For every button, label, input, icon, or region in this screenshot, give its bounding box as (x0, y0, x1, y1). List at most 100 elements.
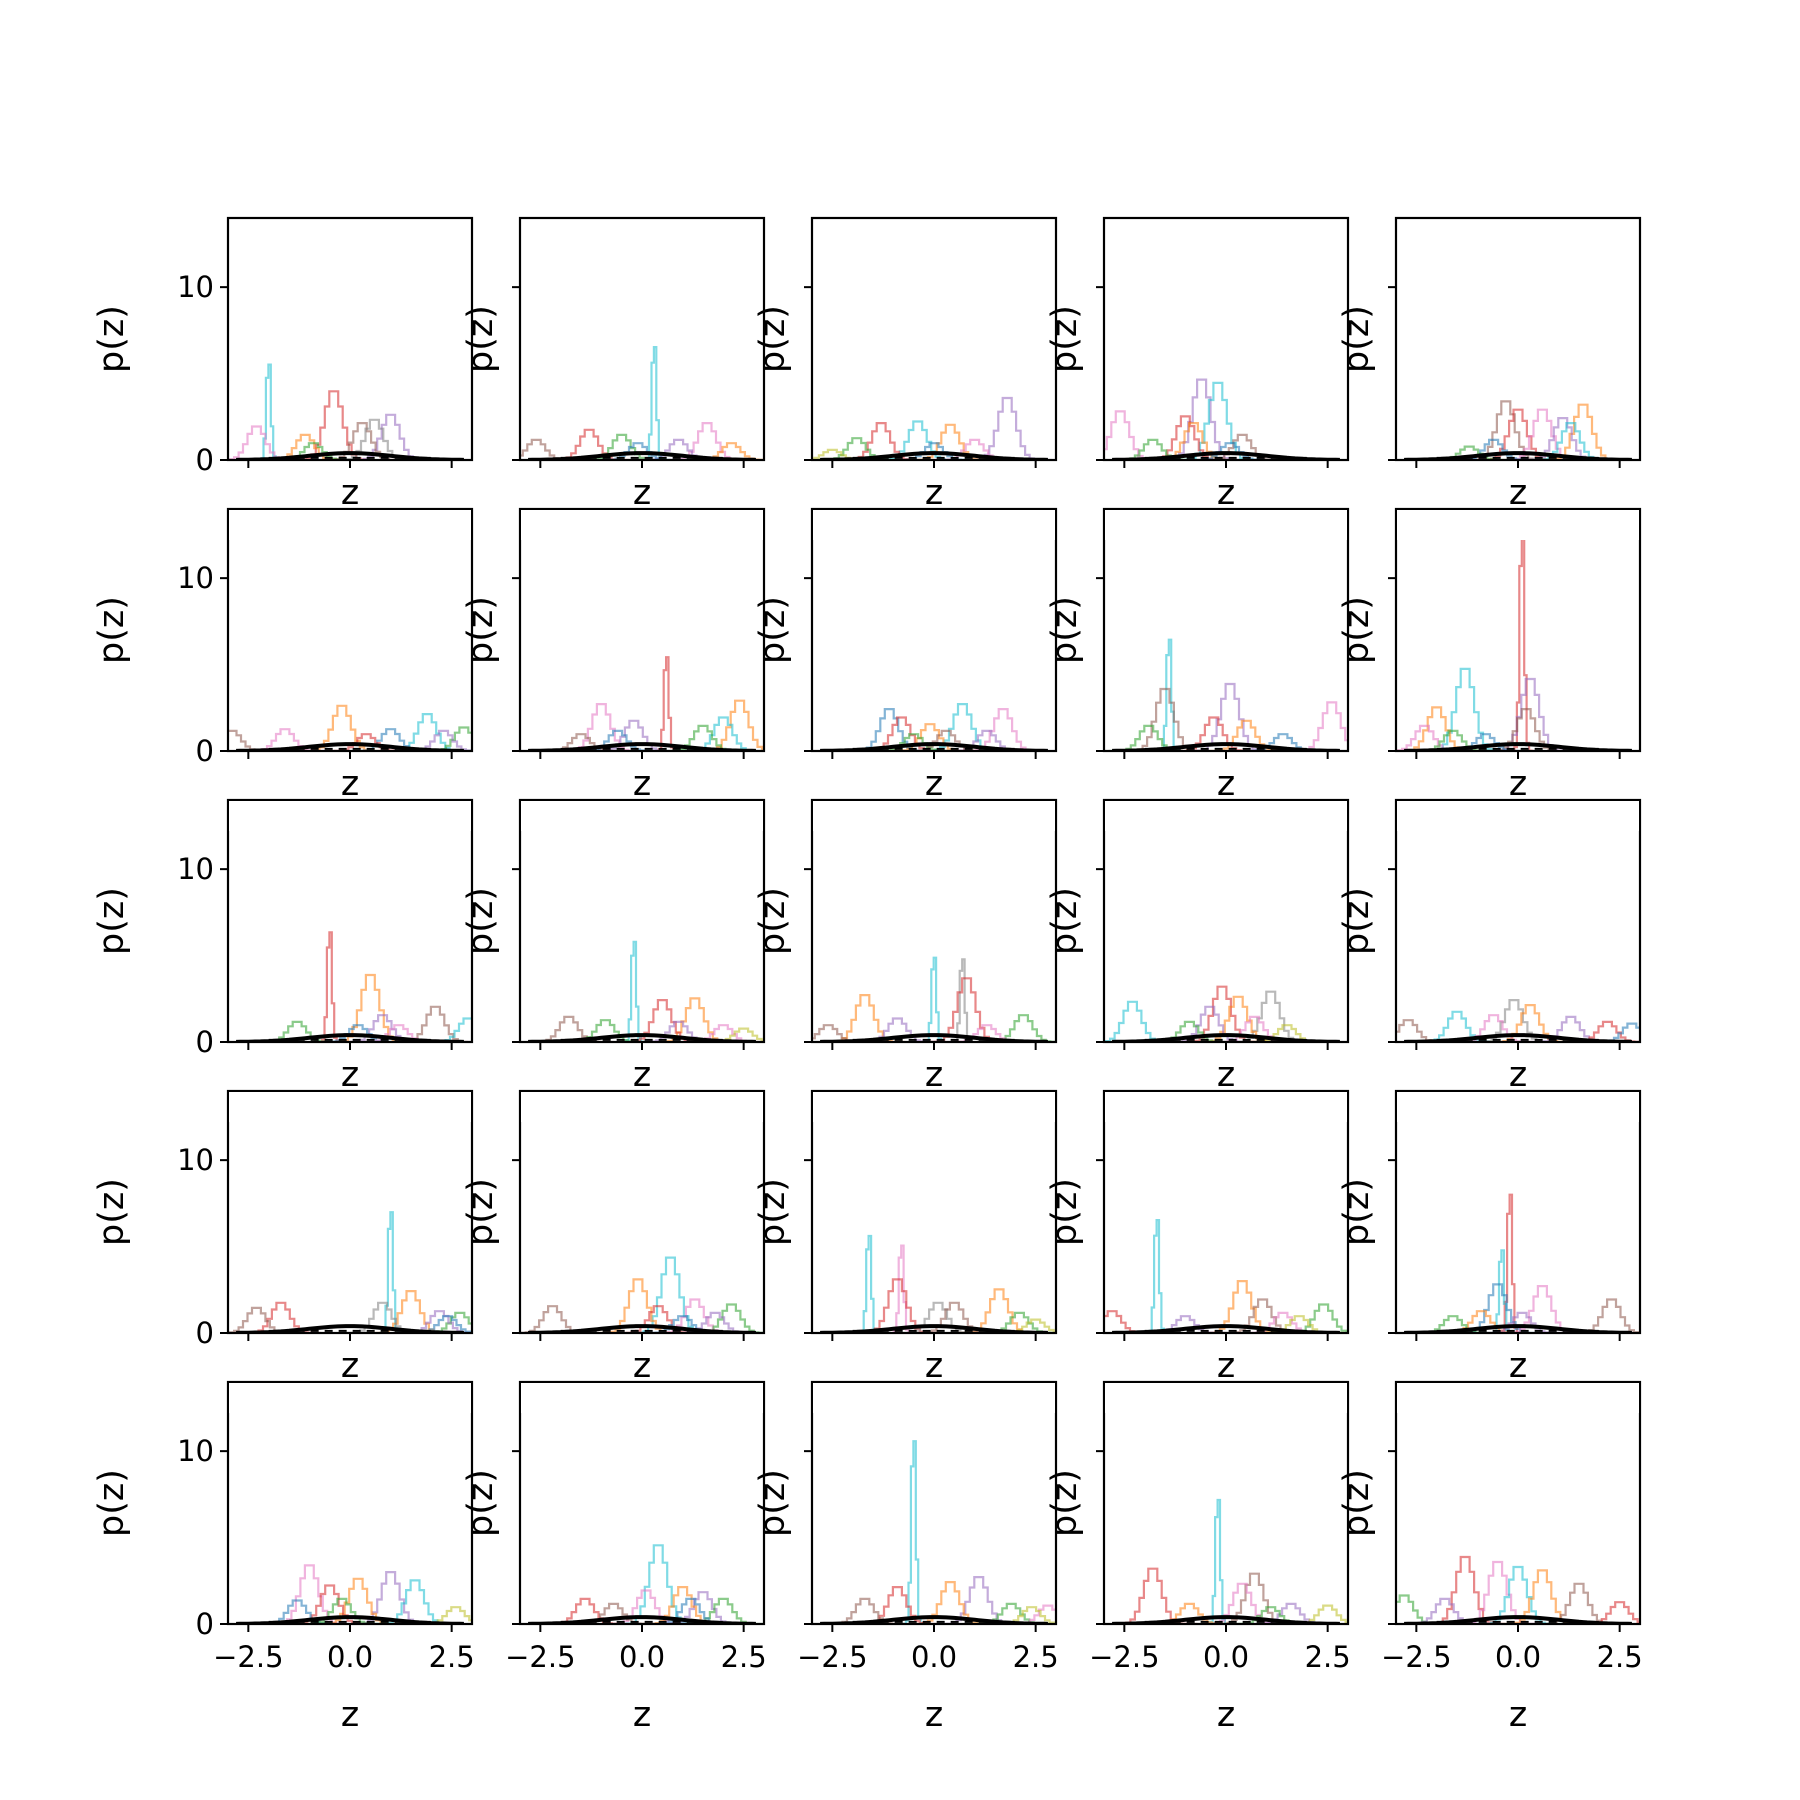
y-axis-label: p(z) (92, 1178, 132, 1246)
y-tick-label: 10 (177, 1143, 214, 1177)
x-tick-label: −2.5 (213, 1640, 283, 1674)
x-axis-label: z (633, 764, 651, 804)
x-axis-label: z (1509, 1346, 1527, 1386)
panel-r4-c3: z −2.5 0.0 2.5 p(z) (1045, 1380, 1351, 1735)
panel-r3-c1: z p(z) (461, 1089, 766, 1386)
panel-r1-c0: z 0 10 p(z) (92, 507, 474, 804)
y-axis-label: p(z) (461, 305, 501, 373)
y-tick-label: 0 (196, 443, 214, 477)
y-axis-label: p(z) (1337, 1469, 1377, 1537)
x-axis-label: z (341, 1346, 359, 1386)
y-tick-label: 0 (196, 1607, 214, 1641)
x-axis-label: z (1217, 1695, 1235, 1735)
y-tick-label: 10 (177, 561, 214, 595)
x-axis-label: z (341, 764, 359, 804)
x-axis-label: z (341, 1695, 359, 1735)
y-tick-label: 0 (196, 1316, 214, 1350)
x-tick-label: 0.0 (1495, 1640, 1541, 1674)
label-overlap-mask (813, 510, 1055, 540)
y-axis-label: p(z) (1045, 1469, 1085, 1537)
y-axis-label: p(z) (753, 305, 793, 373)
panel-r2-c4: z p(z) (1337, 798, 1642, 1095)
y-axis-label: p(z) (753, 887, 793, 955)
x-tick-label: 0.0 (327, 1640, 373, 1674)
panels-layer: z 0 10 p(z) z p(z) z p(z) z p(z) z p(z) z 0 10 p(z) z p(z… (92, 216, 1643, 1735)
x-tick-label: −2.5 (1381, 1640, 1451, 1674)
x-axis-label: z (1509, 1055, 1527, 1095)
label-overlap-mask (521, 801, 763, 831)
panel-r0-c4: z p(z) (1337, 216, 1642, 513)
x-axis-label: z (1217, 1055, 1235, 1095)
x-tick-label: −2.5 (1089, 1640, 1159, 1674)
panel-r2-c2: z p(z) (753, 798, 1058, 1095)
x-axis-label: z (1509, 473, 1527, 513)
label-overlap-mask (229, 801, 471, 831)
y-axis-label: p(z) (92, 305, 132, 373)
label-overlap-mask (1397, 510, 1639, 540)
x-tick-label: 0.0 (1203, 1640, 1249, 1674)
label-overlap-mask (1397, 1383, 1639, 1413)
panel-r3-c2: z p(z) (753, 1089, 1058, 1386)
panel-r2-c0: z 0 10 p(z) (92, 798, 474, 1095)
y-axis-label: p(z) (753, 596, 793, 664)
y-axis-label: p(z) (1337, 1178, 1377, 1246)
panel-r0-c0: z 0 10 p(z) (92, 216, 474, 513)
y-tick-label: 0 (196, 1025, 214, 1059)
y-axis-label: p(z) (753, 1469, 793, 1537)
x-axis-label: z (341, 1055, 359, 1095)
panel-r1-c1: z p(z) (461, 507, 766, 804)
y-tick-label: 0 (196, 734, 214, 768)
y-axis-label: p(z) (461, 596, 501, 664)
x-axis-label: z (1217, 764, 1235, 804)
label-overlap-mask (229, 1092, 471, 1122)
label-overlap-mask (1105, 801, 1347, 831)
x-tick-label: 2.5 (1597, 1640, 1643, 1674)
panel-r1-c4: z p(z) (1337, 507, 1642, 804)
x-axis-label: z (633, 1055, 651, 1095)
panel-r1-c3: z p(z) (1045, 507, 1350, 804)
x-axis-label: z (925, 1695, 943, 1735)
panel-r4-c1: z −2.5 0.0 2.5 p(z) (461, 1380, 767, 1735)
panel-r0-c2: z p(z) (753, 216, 1058, 513)
y-tick-label: 10 (177, 270, 214, 304)
x-axis-label: z (633, 1346, 651, 1386)
x-axis-label: z (341, 473, 359, 513)
label-overlap-mask (229, 1383, 471, 1413)
panel-r4-c2: z −2.5 0.0 2.5 p(z) (753, 1380, 1059, 1735)
y-axis-label: p(z) (461, 1469, 501, 1537)
x-tick-label: −2.5 (797, 1640, 867, 1674)
y-axis-label: p(z) (1337, 596, 1377, 664)
label-overlap-mask (1105, 510, 1347, 540)
panel-r1-c2: z p(z) (753, 507, 1058, 804)
y-axis-label: p(z) (1337, 305, 1377, 373)
label-overlap-mask (813, 1383, 1055, 1413)
y-axis-label: p(z) (1045, 305, 1085, 373)
x-axis-label: z (925, 764, 943, 804)
y-axis-label: p(z) (92, 596, 132, 664)
x-axis-label: z (925, 1346, 943, 1386)
y-axis-label: p(z) (753, 1178, 793, 1246)
y-axis-label: p(z) (1337, 887, 1377, 955)
x-axis-label: z (1217, 473, 1235, 513)
y-axis-label: p(z) (461, 887, 501, 955)
label-overlap-mask (1105, 1092, 1347, 1122)
panel-r4-c4: z −2.5 0.0 2.5 p(z) (1337, 1380, 1643, 1735)
label-overlap-mask (1397, 801, 1639, 831)
label-overlap-mask (229, 510, 471, 540)
label-overlap-mask (521, 510, 763, 540)
x-axis-label: z (633, 1695, 651, 1735)
x-tick-label: 2.5 (429, 1640, 475, 1674)
label-overlap-mask (1105, 1383, 1347, 1413)
x-axis-label: z (1217, 1346, 1235, 1386)
x-axis-label: z (1509, 764, 1527, 804)
y-axis-label: p(z) (1045, 1178, 1085, 1246)
panel-r2-c3: z p(z) (1045, 798, 1350, 1095)
x-tick-label: 0.0 (911, 1640, 957, 1674)
x-axis-label: z (925, 1055, 943, 1095)
label-overlap-mask (1397, 1092, 1639, 1122)
y-axis-label: p(z) (1045, 887, 1085, 955)
y-axis-label: p(z) (1045, 596, 1085, 664)
x-tick-label: 2.5 (1013, 1640, 1059, 1674)
y-axis-label: p(z) (92, 887, 132, 955)
